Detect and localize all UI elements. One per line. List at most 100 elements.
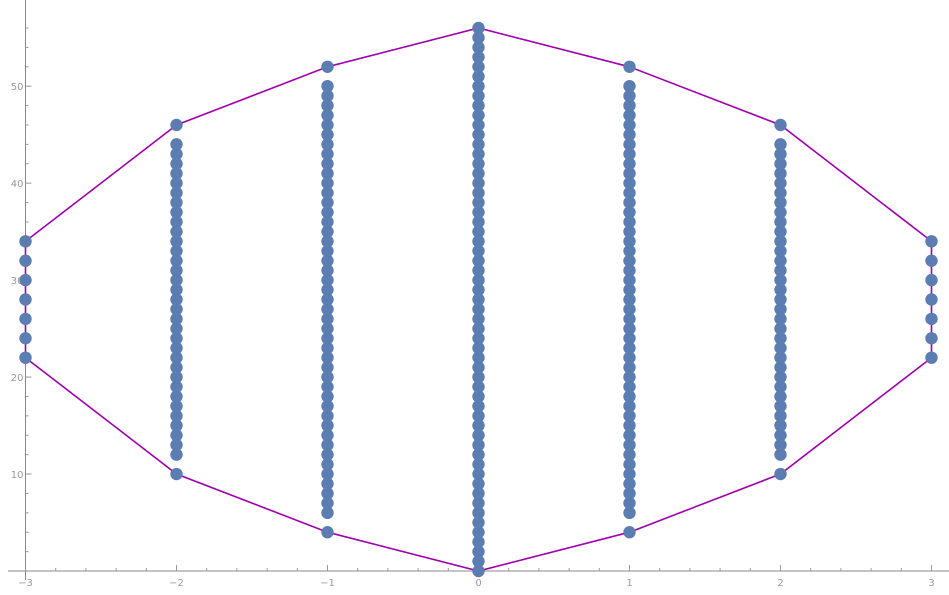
data-point xyxy=(19,293,32,306)
data-point xyxy=(472,419,485,432)
data-point xyxy=(321,225,334,238)
data-point xyxy=(774,322,787,335)
points-layer xyxy=(19,21,938,578)
data-point xyxy=(472,225,485,238)
data-point xyxy=(774,351,787,364)
data-point xyxy=(321,283,334,297)
data-point xyxy=(472,438,485,452)
data-point xyxy=(170,302,183,316)
data-point xyxy=(623,390,636,403)
data-point xyxy=(321,89,334,103)
data-point xyxy=(472,167,485,180)
data-point xyxy=(321,186,334,200)
data-point xyxy=(472,31,485,44)
data-point xyxy=(623,448,636,461)
data-point xyxy=(321,380,334,393)
data-point xyxy=(774,361,787,374)
data-point xyxy=(472,157,485,170)
data-point xyxy=(472,506,485,520)
data-point xyxy=(321,467,334,481)
data-point xyxy=(623,273,636,287)
data-point xyxy=(774,196,787,209)
data-point xyxy=(19,332,32,345)
data-point xyxy=(472,380,485,393)
data-point xyxy=(472,128,485,141)
data-point xyxy=(774,147,787,161)
data-point xyxy=(321,409,334,423)
data-point xyxy=(774,215,787,229)
data-point xyxy=(170,419,183,432)
data-point xyxy=(321,196,334,209)
data-point xyxy=(321,109,334,122)
data-point xyxy=(321,390,334,403)
data-point xyxy=(472,50,485,64)
data-point xyxy=(472,322,485,335)
x-tick-label: −3 xyxy=(18,578,33,589)
data-point xyxy=(774,438,787,452)
data-point xyxy=(623,196,636,209)
data-point xyxy=(774,429,787,442)
data-point xyxy=(472,458,485,471)
data-point xyxy=(623,380,636,393)
y-tick-label: 30 xyxy=(11,276,24,287)
data-point xyxy=(472,264,485,277)
data-point xyxy=(472,283,485,297)
data-point xyxy=(472,467,485,481)
data-point xyxy=(170,215,183,229)
data-point xyxy=(472,390,485,403)
data-point xyxy=(774,244,787,258)
data-point xyxy=(19,273,32,287)
data-point xyxy=(321,448,334,461)
x-tick-label: 2 xyxy=(777,578,783,589)
data-point xyxy=(321,167,334,180)
data-point xyxy=(321,302,334,316)
data-point xyxy=(472,341,485,355)
data-point xyxy=(19,351,32,364)
data-point xyxy=(472,535,485,549)
data-point xyxy=(472,215,485,229)
data-point xyxy=(321,244,334,258)
data-point xyxy=(170,157,183,170)
data-point xyxy=(170,254,183,267)
data-point xyxy=(321,526,334,539)
data-point xyxy=(774,448,787,461)
data-point xyxy=(170,332,183,345)
data-point xyxy=(774,341,787,355)
data-point xyxy=(472,138,485,151)
data-point xyxy=(623,128,636,141)
data-point xyxy=(623,361,636,374)
data-point xyxy=(623,487,636,500)
data-point xyxy=(774,467,787,481)
data-point xyxy=(170,409,183,423)
data-point xyxy=(472,79,485,93)
data-point xyxy=(472,244,485,258)
data-point xyxy=(472,516,485,529)
data-point xyxy=(321,138,334,151)
data-point xyxy=(623,302,636,316)
data-point xyxy=(623,351,636,364)
data-point xyxy=(321,215,334,229)
data-point xyxy=(170,196,183,209)
data-point xyxy=(472,254,485,267)
data-point xyxy=(925,293,938,306)
data-point xyxy=(472,206,485,219)
data-point xyxy=(472,99,485,112)
data-point xyxy=(623,89,636,103)
data-point xyxy=(170,244,183,258)
data-point xyxy=(170,399,183,413)
data-point xyxy=(774,302,787,316)
data-point xyxy=(774,283,787,297)
data-point xyxy=(170,206,183,219)
data-point xyxy=(472,109,485,122)
data-point xyxy=(623,244,636,258)
data-point xyxy=(623,293,636,306)
data-point xyxy=(19,312,32,326)
data-point xyxy=(472,235,485,248)
data-point xyxy=(170,176,183,190)
data-point xyxy=(472,196,485,209)
data-point xyxy=(623,283,636,297)
data-point xyxy=(321,438,334,452)
data-point xyxy=(321,293,334,306)
data-point xyxy=(623,312,636,326)
data-point xyxy=(623,157,636,170)
